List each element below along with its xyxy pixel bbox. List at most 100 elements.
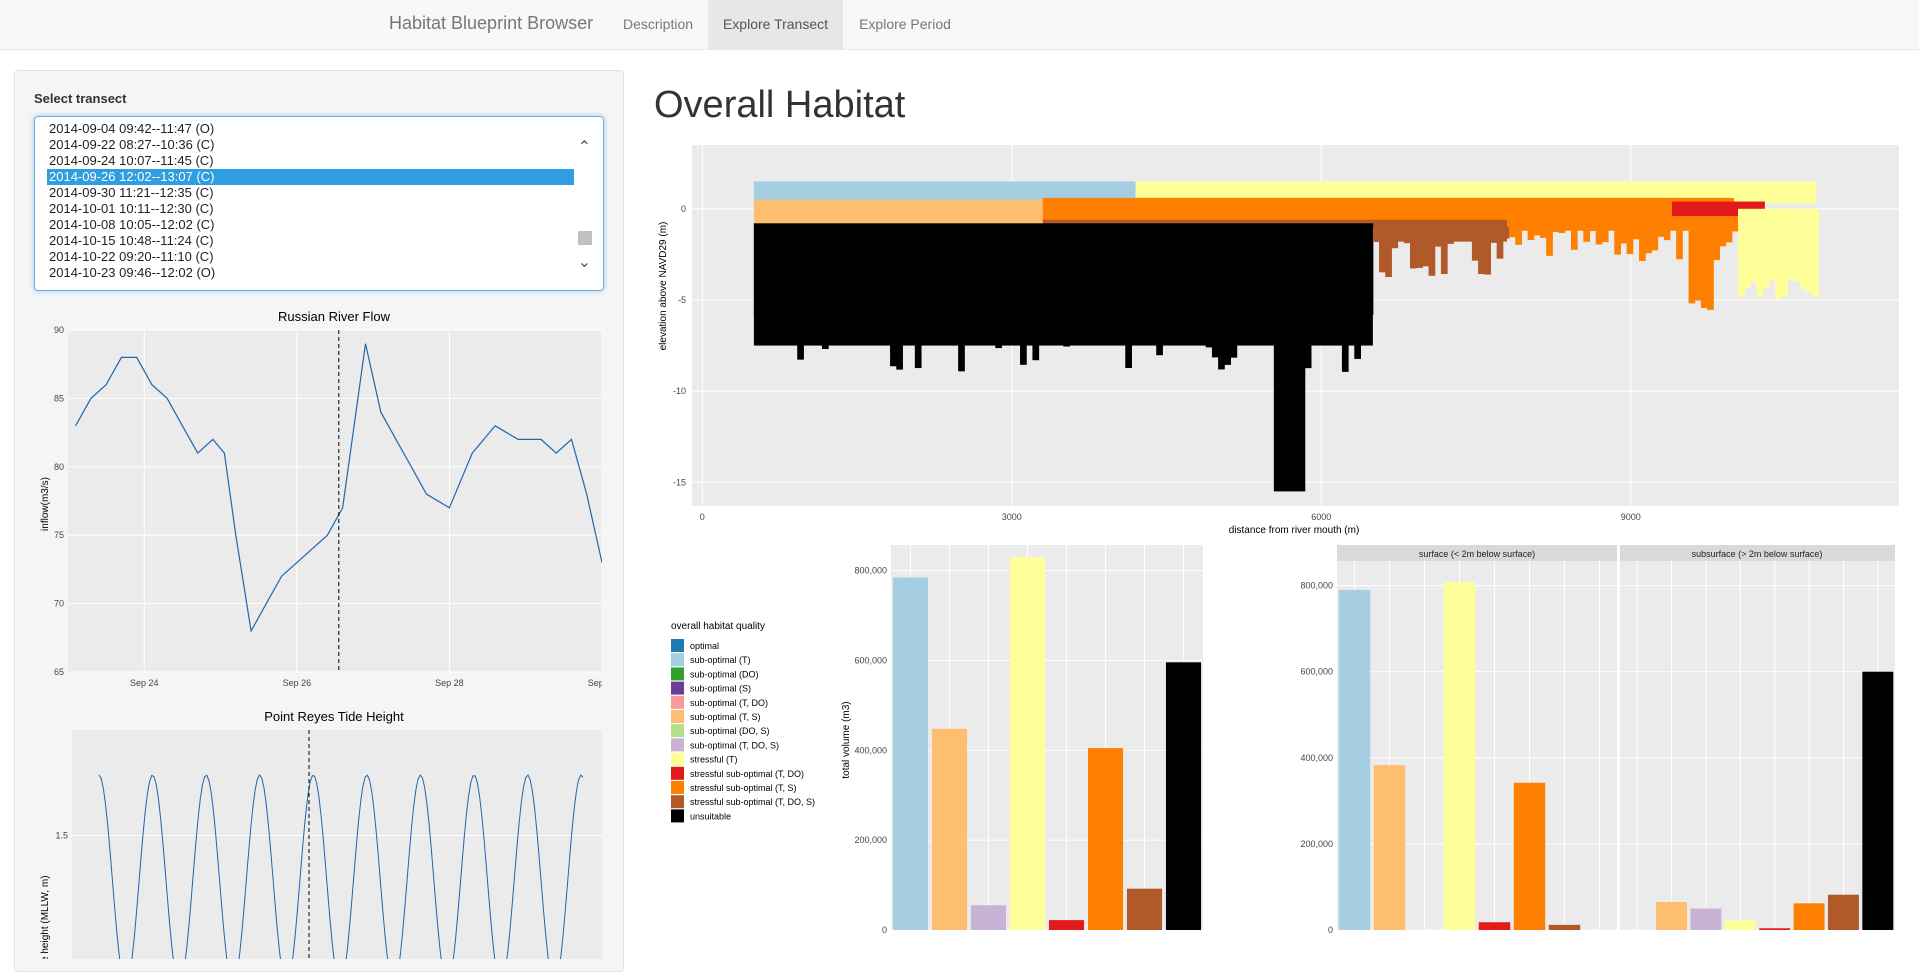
transect-depth-column	[1100, 223, 1108, 269]
transect-depth-column	[1657, 216, 1665, 237]
legend-label: sub-optimal (T, DO, S)	[690, 740, 779, 750]
transect-depth-column	[927, 223, 934, 310]
transect-depth-column	[1156, 223, 1163, 356]
transect-depth-column	[1589, 216, 1597, 232]
transect-x-tick-label: 9000	[1621, 512, 1641, 522]
transect-depth-column	[1335, 223, 1343, 274]
transect-depth-column	[809, 223, 817, 309]
transect-depth-column	[1341, 223, 1349, 372]
flow-chart: Russian River Flow inflow(m3/s) 65 70 75 80…	[40, 309, 602, 688]
legend-label: sub-optimal (T, DO)	[690, 698, 768, 708]
transect-option[interactable]: 2014-10-22 09:20--11:10 (C)	[49, 249, 214, 264]
transect-depth-column	[1323, 223, 1331, 328]
flow-chart-title: Russian River Flow	[278, 309, 391, 324]
flow-y-tick-label: 75	[54, 530, 64, 540]
transect-depth-column	[871, 223, 879, 317]
scroll-down-icon[interactable]: ⌄	[577, 254, 591, 271]
transect-depth-column	[846, 223, 854, 290]
transect-depth-column	[1546, 216, 1553, 256]
transect-depth-column	[1806, 208, 1813, 293]
transect-depth-column	[1180, 223, 1188, 290]
transect-depth-column	[1020, 223, 1027, 365]
tab-explore-period[interactable]: Explore Period	[859, 16, 951, 32]
subsurface-strip	[1620, 545, 1895, 561]
transect-depth-column	[1001, 223, 1009, 302]
transect-depth-column	[1663, 216, 1671, 241]
transect-option[interactable]: 2014-10-15 10:48--11:24 (C)	[49, 233, 214, 248]
transect-depth-column	[852, 223, 860, 338]
transect-depth-column	[1558, 216, 1566, 234]
transect-depth-column	[1397, 227, 1405, 238]
tide-chart-ylabel: tide height (MLLW, m)	[40, 875, 51, 959]
transect-depth-column	[1119, 223, 1126, 335]
legend-swatch	[671, 653, 684, 667]
transect-depth-column	[883, 223, 891, 269]
legend-swatch	[671, 667, 684, 681]
transect-depth-column	[1465, 227, 1473, 238]
transect-depth-column	[921, 223, 928, 285]
app-brand[interactable]: Habitat Blueprint Browser	[389, 13, 594, 33]
transect-depth-column	[760, 223, 767, 325]
transect-option[interactable]: 2014-09-30 11:21--12:35 (C)	[49, 185, 214, 200]
tab-explore-transect[interactable]: Explore Transect	[708, 0, 843, 49]
transect-option[interactable]: 2014-09-26 12:02--13:07 (C)	[47, 169, 574, 185]
transect-depth-column	[1416, 227, 1423, 268]
transect-depth-column	[1193, 223, 1201, 278]
transect-habitat-band	[753, 199, 1043, 224]
transect-depth-column	[1725, 216, 1733, 243]
transect-depth-column	[1075, 223, 1083, 279]
transect-depth-column	[1422, 227, 1430, 267]
transect-depth-column	[1403, 227, 1411, 244]
total-volume-bar	[892, 577, 929, 930]
transect-depth-column	[1366, 223, 1374, 315]
transect-depth-column	[1639, 216, 1646, 261]
transect-option[interactable]: 2014-09-04 09:42--11:47 (O)	[49, 121, 215, 136]
transect-option[interactable]: 2014-10-08 10:05--12:02 (C)	[49, 217, 215, 232]
transect-depth-column	[1744, 208, 1751, 288]
surface-y-tick-label: 600,000	[1300, 667, 1333, 677]
transect-option[interactable]: 2014-10-01 10:11--12:30 (C)	[49, 201, 214, 216]
transect-depth-column	[1651, 216, 1659, 251]
transect-depth-column	[1447, 227, 1454, 244]
transect-depth-column	[1261, 223, 1269, 299]
surface-bar	[1478, 922, 1511, 930]
flow-y-tick-label: 80	[54, 462, 64, 472]
transect-depth-column	[1570, 216, 1578, 250]
transect-option[interactable]: 2014-10-23 09:46--12:02 (O)	[49, 265, 216, 280]
total-volume-ylabel: total volume (m3)	[841, 701, 852, 778]
transect-depth-column	[1143, 223, 1151, 318]
transect-option[interactable]: 2014-09-22 08:27--10:36 (C)	[49, 137, 215, 152]
transect-depth-column	[834, 223, 842, 272]
transect-depth-column	[1700, 216, 1708, 308]
transect-listbox[interactable]: ⌃ ⌄ 2014-09-04 09:42--11:47 (O) 2014-09-2…	[34, 116, 604, 291]
subsurface-bar	[1690, 908, 1722, 930]
transect-depth-column	[1354, 223, 1361, 359]
total-volume-bar	[931, 728, 968, 930]
transect-ylabel: elevation above NAVD29 (m)	[658, 222, 669, 351]
transect-depth-column	[1230, 223, 1238, 358]
transect-depth-column	[1063, 223, 1071, 347]
transect-depth-column	[815, 223, 823, 295]
surface-strip-label: surface (< 2m below surface)	[1419, 549, 1535, 559]
legend-swatch	[671, 695, 684, 709]
transect-depth-column	[1150, 223, 1157, 312]
tab-description[interactable]: Description	[622, 16, 694, 32]
transect-option[interactable]: 2014-09-24 10:07--11:45 (C)	[49, 153, 214, 168]
legend-label: stressful (T)	[690, 755, 738, 765]
transect-depth-column	[1038, 223, 1046, 316]
scroll-up-icon[interactable]: ⌃	[577, 139, 591, 156]
total-volume-bar	[970, 905, 1007, 930]
transect-depth-column	[1112, 223, 1120, 339]
transect-depth-column	[1267, 223, 1275, 303]
surface-bar	[1443, 582, 1476, 930]
transect-x-tick-label: 6000	[1311, 512, 1331, 522]
transect-depth-column	[828, 223, 835, 336]
tide-chart: Point Reyes Tide Height tide height (MLL…	[40, 709, 602, 959]
transect-depth-column	[1471, 227, 1479, 261]
transect-depth-column	[1682, 216, 1690, 231]
transect-depth-column	[1688, 216, 1696, 304]
total-volume-bar	[1087, 748, 1124, 930]
transect-depth-column	[1304, 223, 1312, 369]
scrollbar-thumb[interactable]	[578, 231, 592, 245]
transect-habitat-band	[753, 181, 1136, 204]
